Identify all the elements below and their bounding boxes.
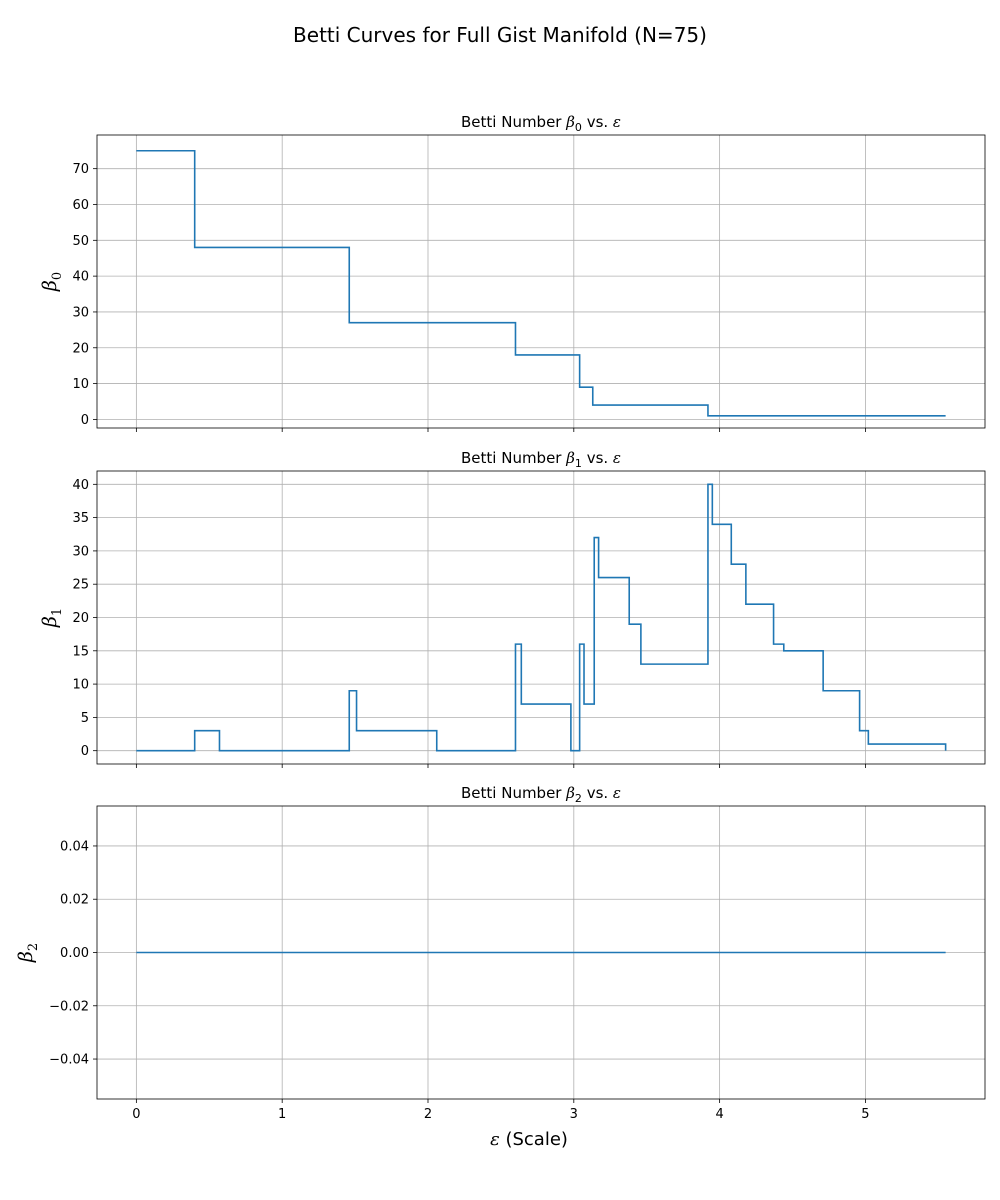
panel-beta2: 0 1 2 3 4 5 −0.04 −0.02 0.00 0.02 0.04 Betti Number…: [15, 784, 986, 1150]
y-tick-label: 0.04: [60, 839, 89, 854]
y-axis-label: β2: [15, 943, 41, 963]
y-tick-label: 10: [72, 377, 89, 392]
y-tick-label: 20: [72, 341, 89, 356]
y-tick-label: 35: [72, 511, 89, 526]
y-tick-label: 5: [81, 711, 89, 726]
panel-title: Betti Number β1 vs. ε: [461, 449, 621, 470]
x-axis-label: ε (Scale): [490, 1129, 568, 1150]
y-tick-label: 20: [72, 611, 89, 626]
panel-beta0: 0 10 20 30 40 50 60 70 Betti Number β0 vs. ε β0: [39, 113, 986, 432]
axes-frame: [96, 134, 986, 429]
panel-title: Betti Number β2 vs. ε: [461, 784, 621, 805]
betti-curve-line: [136, 149, 946, 417]
y-tick-label: 0.02: [60, 893, 89, 908]
betti-curve-line: [136, 483, 947, 752]
y-tick-label: 15: [72, 644, 89, 659]
y-tick-label: 0.00: [60, 946, 89, 961]
y-tick-label: 10: [72, 678, 89, 693]
y-tick-label: 50: [72, 234, 89, 249]
panel-title: Betti Number β0 vs. ε: [461, 113, 621, 134]
y-tick-label: 0: [81, 413, 89, 428]
y-tick-label: 30: [72, 305, 89, 320]
y-tick-label: 30: [72, 544, 89, 559]
y-axis-label: β0: [39, 272, 65, 292]
y-tick-label: 70: [72, 162, 89, 177]
x-tick-label: 3: [570, 1107, 578, 1122]
figure-title: Betti Curves for Full Gist Manifold (N=7…: [293, 23, 707, 47]
y-axis-label: β1: [39, 608, 65, 628]
y-tick-label: 25: [72, 578, 89, 593]
y-tick-label: 60: [72, 198, 89, 213]
y-tick-label: 40: [72, 270, 89, 285]
y-tick-label: 0: [81, 744, 89, 759]
y-tick-label: −0.02: [49, 999, 89, 1014]
panel-beta1: 0 5 10 15 20 25 30 35 40 Betti Number β1 vs. ε β1: [39, 449, 986, 768]
y-tick-label: 40: [72, 478, 89, 493]
y-tick-label: −0.04: [49, 1053, 89, 1068]
x-tick-label: 1: [278, 1107, 286, 1122]
x-tick-label: 2: [424, 1107, 432, 1122]
x-tick-label: 0: [132, 1107, 140, 1122]
x-tick-label: 4: [715, 1107, 723, 1122]
x-tick-label: 5: [861, 1107, 869, 1122]
